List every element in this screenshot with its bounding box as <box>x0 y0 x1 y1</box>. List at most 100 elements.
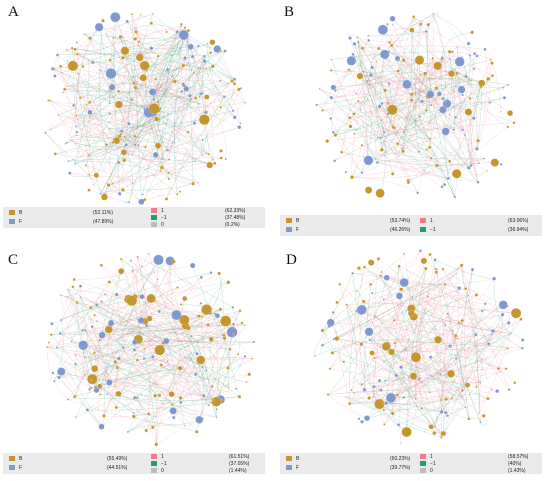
network-node <box>448 57 451 60</box>
network-node <box>443 282 447 286</box>
network-node <box>402 396 406 399</box>
edge-pct-pos: (58.57%) <box>508 454 529 460</box>
network-node <box>206 161 214 169</box>
network-edge <box>85 260 132 331</box>
network-edge <box>381 94 463 104</box>
network-node <box>491 74 495 78</box>
network-node <box>75 301 79 304</box>
network-node <box>123 135 126 138</box>
network-node <box>73 47 77 51</box>
network-node <box>227 82 230 85</box>
network-node <box>51 371 55 375</box>
network-node <box>414 119 417 122</box>
network-edge <box>420 24 437 89</box>
network-node <box>77 72 80 75</box>
network-edge <box>426 31 456 198</box>
network-edge <box>180 390 240 399</box>
network-edge <box>174 58 186 143</box>
network-edge <box>353 113 418 193</box>
network-node <box>147 253 150 255</box>
network-node <box>112 36 115 39</box>
network-node <box>49 99 52 102</box>
network-edge <box>406 84 416 121</box>
network-node <box>78 96 82 99</box>
network-edge <box>369 59 491 85</box>
network-node <box>391 172 395 176</box>
network-node <box>196 340 200 344</box>
network-node <box>507 110 514 117</box>
network-edge <box>80 297 110 383</box>
network-edge <box>166 61 205 200</box>
network-node <box>457 286 462 290</box>
network-node <box>407 376 410 379</box>
network-node <box>377 104 382 109</box>
network-node <box>145 69 148 72</box>
network-node <box>83 374 86 376</box>
network-node <box>154 78 157 81</box>
network-edge <box>155 154 194 184</box>
edge-pct-zero: (1.44%) <box>229 468 247 474</box>
network-node <box>334 336 340 341</box>
positive-edge-swatch <box>151 454 157 459</box>
network-edge <box>132 270 185 426</box>
network-node <box>126 295 138 306</box>
network-node <box>351 272 354 275</box>
network-node <box>489 58 492 61</box>
network-node <box>81 65 85 69</box>
network-edge <box>118 309 207 394</box>
network-node <box>87 109 93 115</box>
network-node <box>166 148 169 152</box>
network-edge <box>60 294 93 380</box>
network-edge <box>116 88 242 141</box>
network-node <box>521 338 525 342</box>
network-edge <box>70 99 192 141</box>
network-node <box>202 393 206 398</box>
network-edge <box>121 151 170 162</box>
network-edge <box>117 367 172 395</box>
network-edge <box>217 315 240 397</box>
network-node <box>397 264 401 268</box>
network-edge <box>431 333 512 427</box>
network-node <box>375 60 378 62</box>
network-node <box>214 313 220 319</box>
network-node <box>382 298 385 301</box>
network-node <box>329 116 333 120</box>
network-node <box>189 262 196 269</box>
network-edge <box>60 333 209 380</box>
network-node <box>439 398 442 400</box>
network-node <box>167 364 170 366</box>
network-edge <box>335 134 362 173</box>
network-node <box>360 144 364 147</box>
network-edge <box>357 37 398 144</box>
network-edge <box>356 268 363 292</box>
network-edge <box>333 14 434 88</box>
network-graph <box>315 12 518 199</box>
network-node <box>454 357 458 360</box>
network-node <box>146 293 156 304</box>
network-node <box>194 96 198 100</box>
network-node <box>435 163 439 168</box>
network-node <box>330 351 335 355</box>
network-edge <box>118 102 246 109</box>
network-edge <box>47 339 135 348</box>
network-node <box>474 333 478 337</box>
network-edge <box>167 102 246 151</box>
network-edge <box>191 353 247 383</box>
network-edge <box>389 78 509 85</box>
network-node <box>108 58 112 62</box>
network-edge <box>176 315 204 419</box>
network-edge <box>319 88 443 187</box>
network-node <box>425 148 428 151</box>
network-edge <box>335 134 385 156</box>
network-edge <box>168 88 242 174</box>
edge-label-zero: 0 <box>430 468 433 474</box>
network-node <box>475 385 478 389</box>
network-edge <box>329 282 420 327</box>
network-edge <box>105 149 163 160</box>
network-edge <box>381 103 432 159</box>
network-node <box>428 137 432 140</box>
network-node <box>219 49 222 53</box>
network-node <box>49 129 51 131</box>
network-edge <box>124 42 213 53</box>
network-edge <box>77 53 235 80</box>
